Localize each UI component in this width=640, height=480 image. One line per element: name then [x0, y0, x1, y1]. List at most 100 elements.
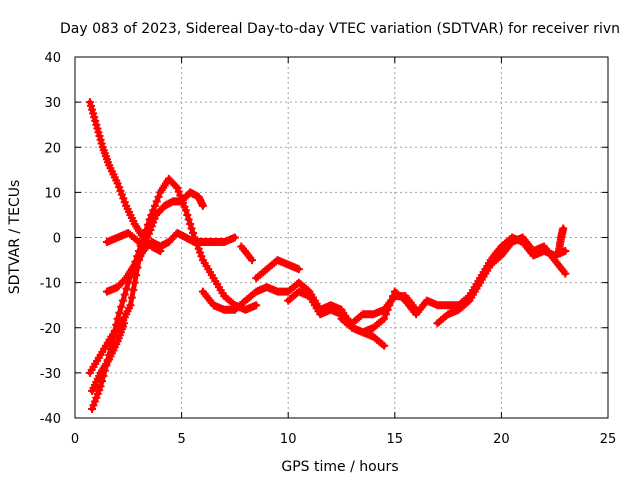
data-point-marker [86, 101, 95, 110]
data-point-marker [88, 404, 97, 413]
data-point-marker [230, 233, 239, 242]
data-point-marker [118, 296, 127, 305]
axis-ticks: 0 5 10 15 20 25 -40 -30 -20 -10 0 10 20 30 40 [40, 51, 617, 447]
data-point-marker [85, 98, 94, 107]
data-point-marker [93, 124, 102, 133]
data-point-marker [559, 224, 568, 233]
data-point-marker [134, 238, 143, 247]
series-track-11 [337, 314, 389, 350]
y-tick-label: 20 [44, 141, 61, 156]
data-point-marker [380, 341, 389, 350]
data-point-marker [130, 278, 139, 287]
data-point-marker [96, 135, 105, 144]
data-point-marker [180, 202, 189, 211]
data-point-marker [412, 305, 421, 314]
data-point-marker [89, 401, 98, 410]
chart-title: Day 083 of 2023, Sidereal Day-to-day VTE… [60, 21, 620, 37]
series-track-8 [252, 256, 303, 283]
data-point-marker [247, 256, 256, 265]
x-tick-label: 5 [177, 432, 185, 447]
series-track-12 [433, 233, 570, 328]
data-point-marker [171, 182, 180, 191]
data-point-marker [252, 301, 261, 310]
data-point-marker [117, 302, 126, 311]
x-tick-label: 0 [71, 432, 79, 447]
plot-area [85, 98, 570, 413]
data-point-marker [92, 393, 101, 402]
data-point-marker [117, 190, 126, 199]
data-point-marker [89, 109, 98, 118]
data-point-marker [93, 389, 102, 398]
data-point-marker [173, 183, 182, 192]
data-point-marker [194, 244, 203, 253]
x-tick-label: 20 [493, 432, 510, 447]
data-point-marker [119, 194, 128, 203]
data-point-marker [187, 224, 196, 233]
data-point-marker [88, 105, 97, 114]
data-point-marker [97, 139, 106, 148]
series-track-6 [102, 228, 143, 247]
data-point-marker [126, 301, 135, 310]
x-tick-label: 15 [387, 432, 404, 447]
data-point-marker [144, 229, 153, 238]
data-point-marker [96, 382, 105, 391]
x-tick-label: 25 [600, 432, 617, 447]
data-point-marker [115, 308, 124, 317]
x-tick-label: 10 [280, 432, 297, 447]
data-point-marker [198, 201, 207, 210]
data-point-marker [146, 225, 155, 234]
x-axis-label: GPS time / hours [281, 459, 398, 475]
series-track-9 [237, 242, 256, 265]
data-point-marker [147, 222, 156, 231]
series-track-line [89, 176, 259, 412]
y-tick-label: -10 [40, 277, 61, 292]
data-point-marker [120, 290, 129, 299]
data-point-marker [152, 197, 161, 206]
y-axis-label: SDTVAR / TECUs [7, 180, 23, 295]
y-tick-label: 40 [44, 51, 61, 66]
data-point-marker [188, 228, 197, 237]
data-point-marker [132, 271, 141, 280]
y-tick-label: -40 [40, 412, 61, 427]
data-point-marker [561, 269, 570, 278]
data-point-marker [116, 186, 125, 195]
data-point-marker [120, 198, 129, 207]
data-point-marker [197, 252, 206, 261]
data-point-marker [186, 219, 195, 228]
series-track-10 [284, 287, 421, 328]
series-track-13 [554, 224, 568, 256]
series-track-4 [88, 319, 129, 395]
grid [75, 57, 608, 418]
data-point-marker [294, 265, 303, 274]
data-point-marker [90, 113, 99, 122]
data-point-marker [115, 183, 124, 192]
data-point-marker [174, 187, 183, 196]
data-point-marker [181, 206, 190, 215]
data-point-marker [143, 233, 152, 242]
data-point-marker [196, 248, 205, 257]
y-tick-label: -20 [40, 322, 61, 337]
data-point-marker [122, 284, 131, 293]
y-tick-label: 30 [44, 96, 61, 111]
data-point-marker [149, 218, 158, 227]
data-point-marker [149, 206, 158, 215]
data-point-marker [113, 314, 122, 323]
series-track-5 [102, 228, 239, 296]
y-tick-label: 0 [53, 232, 61, 247]
data-point-marker [91, 116, 100, 125]
data-point-marker [150, 201, 159, 210]
series-track-7 [198, 233, 570, 337]
y-tick-label: -30 [40, 367, 61, 382]
series-track-1 [85, 98, 165, 256]
data-point-marker [95, 131, 104, 140]
data-point-marker [94, 128, 103, 137]
data-point-marker [92, 120, 101, 129]
data-point-marker [95, 386, 104, 395]
data-point-marker [129, 286, 138, 295]
data-point-marker [90, 397, 99, 406]
data-point-marker [120, 319, 129, 328]
data-point-marker [380, 314, 389, 323]
data-point-marker [127, 293, 136, 302]
data-point-marker [183, 210, 192, 219]
